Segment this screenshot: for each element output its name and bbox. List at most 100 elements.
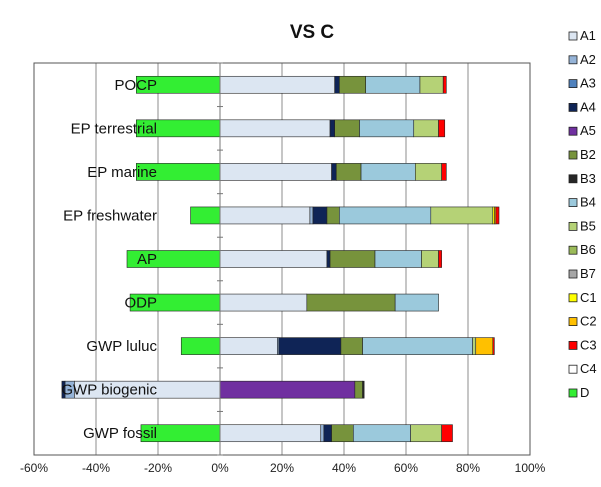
legend-label: A2 (580, 52, 596, 67)
legend-swatch-c4 (568, 364, 578, 374)
bar-segment-a4 (61, 380, 66, 399)
axes (33, 62, 531, 456)
legend-label: C3 (580, 337, 597, 352)
category-label: GWP biogenic (61, 382, 157, 399)
x-tick-label: -60% (20, 461, 48, 475)
chart-title: VS C (290, 22, 335, 43)
legend-swatch-b3 (568, 174, 578, 184)
bar-segment-b5 (421, 250, 439, 268)
category-label: EP freshwater (63, 207, 157, 224)
bar-segment-a4 (331, 163, 337, 181)
bar-segment-b4 (365, 75, 421, 94)
bar-segment-a2 (320, 424, 325, 443)
legend-swatch-c2 (568, 317, 578, 327)
bar-segment-d (180, 337, 221, 355)
legend-swatch-b6 (568, 245, 578, 255)
legend-swatch-a4 (568, 103, 578, 112)
bar-segment-a1 (219, 293, 308, 312)
legend-label: C2 (580, 314, 597, 329)
bar-segment-b2 (329, 250, 376, 268)
legend-label: B7 (580, 266, 596, 281)
x-tick-label: 40% (332, 461, 356, 475)
bars (61, 75, 500, 443)
bar-segment-a1 (219, 424, 322, 443)
bar-segment-b3 (362, 380, 365, 399)
bar-segment-b5 (472, 337, 477, 355)
bar-segment-a4 (329, 119, 335, 138)
category-label: GWP fossil (83, 425, 157, 442)
category-label: EP terrestrial (71, 120, 157, 137)
legend-label: B4 (580, 195, 596, 210)
legend-swatch-b5 (568, 221, 578, 231)
category-label: GWP luluc (86, 338, 157, 355)
bar-segment-c3 (495, 206, 500, 225)
x-tick-label: -40% (82, 461, 110, 475)
bar-segment-b2 (354, 380, 363, 399)
legend-label: C1 (580, 290, 597, 305)
bar-segment-b2 (339, 75, 367, 94)
legend-swatch-b2 (568, 150, 578, 160)
bar-segment-a4 (312, 206, 328, 225)
bar-segment-a1 (219, 206, 311, 225)
legend-label: B2 (580, 147, 596, 162)
legend-label: B3 (580, 171, 596, 186)
x-tick-label: 0% (211, 461, 229, 475)
bar-segment-a4 (326, 250, 331, 268)
bar-segment-c2 (475, 337, 494, 355)
bar-segment-b2 (331, 424, 354, 443)
bar-segment-a1 (219, 75, 335, 94)
bar-segment-b2 (335, 163, 362, 181)
bar-segment-a1 (219, 337, 278, 355)
x-tick-label: 20% (270, 461, 294, 475)
legend-label: D (580, 385, 589, 400)
bar-segment-b4 (374, 250, 422, 268)
bar-segment-b2 (340, 337, 363, 355)
bar-segment-b4 (360, 163, 416, 181)
legend-label: C4 (580, 361, 597, 376)
category-labels: POCP EP terrestrial EP marine EP freshwater… (61, 77, 157, 442)
legend-swatch-c3 (568, 340, 578, 350)
plot-frame (33, 62, 531, 456)
bar-segment-b4 (339, 206, 432, 225)
bar-segment-d (190, 206, 221, 225)
category-label: ODP (124, 295, 157, 312)
bar-segment-c3 (438, 250, 442, 268)
bar-segment-a1 (219, 119, 331, 138)
legend-label: A4 (580, 99, 596, 114)
bar-segment-c3 (492, 337, 495, 355)
bar-segment-a2 (309, 206, 314, 225)
bar-segment-a1 (219, 250, 328, 268)
bar-segment-b4 (394, 293, 439, 312)
legend-swatch-b4 (568, 198, 578, 208)
bar-segment-b5 (414, 163, 442, 181)
x-tick-label: 100% (515, 461, 546, 475)
bar-segment-b5 (430, 206, 494, 225)
bar-segment-a4 (323, 424, 332, 443)
bar-segment-b5 (410, 424, 442, 443)
bar-segment-a4 (334, 75, 340, 94)
legend-label: A3 (580, 76, 596, 91)
category-label: AP (137, 251, 157, 268)
bar-segment-b2 (306, 293, 396, 312)
x-tick-labels: -60% -40% -20% 0% 20% 40% 60% 80% 100% (20, 461, 546, 475)
legend-label: A5 (580, 123, 596, 138)
x-tick-label: 80% (456, 461, 480, 475)
bar-segment-b5 (419, 75, 444, 94)
bar-segment-c3 (442, 75, 447, 94)
legend-swatch-d (568, 388, 578, 398)
bar-segment-a5 (219, 380, 356, 399)
bar-segment-b5 (413, 119, 439, 138)
bar-segment-c3 (441, 424, 453, 443)
legend: A1 A2 A3 A4 A5 B2 B3 B4 B5 B6 B7 C1 C2 C3 C4 D (568, 28, 597, 400)
bar-segment-c3 (441, 163, 447, 181)
bar-segment-b2 (334, 119, 360, 138)
legend-swatch-c1 (568, 293, 578, 303)
legend-swatch-b7 (568, 269, 578, 279)
bar-segment-b2 (326, 206, 340, 225)
bar-segment-b4 (359, 119, 415, 138)
legend-label: B5 (580, 218, 596, 233)
bar-segment-b4 (362, 337, 473, 355)
legend-swatch-a1 (568, 31, 578, 41)
